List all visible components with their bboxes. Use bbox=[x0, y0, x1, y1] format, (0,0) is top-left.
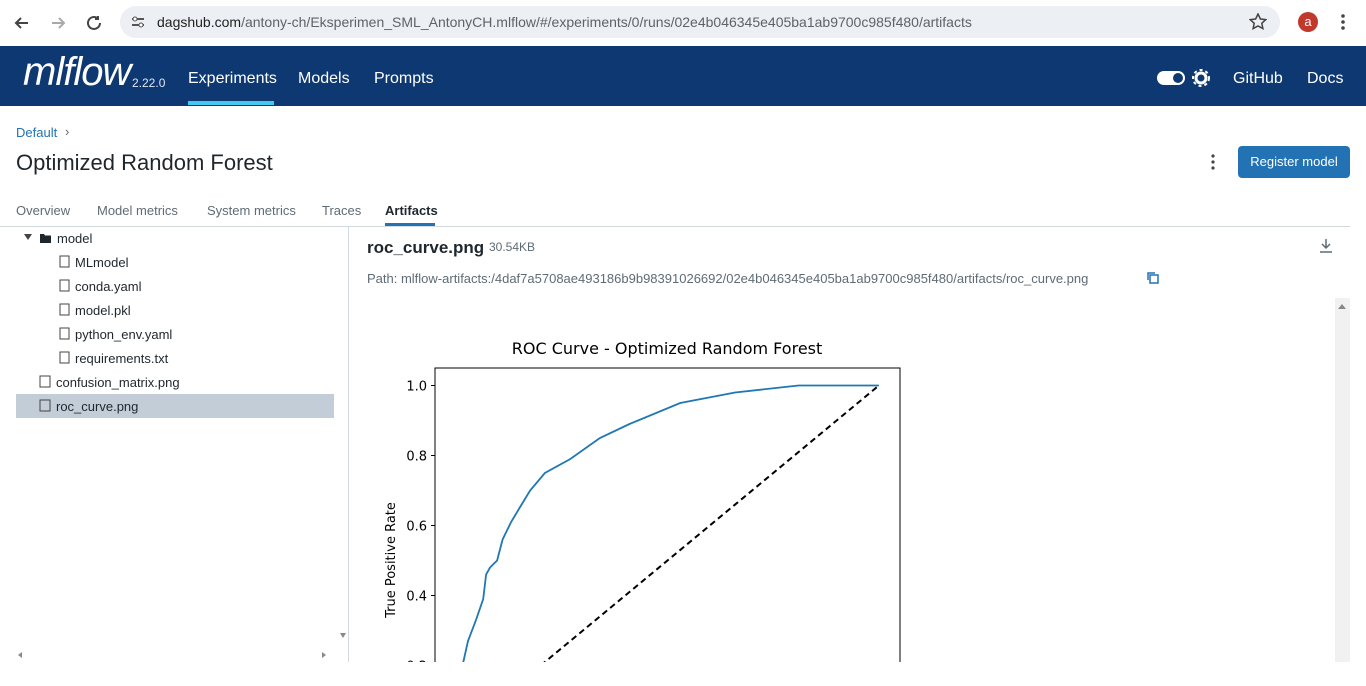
scrollbar[interactable] bbox=[1335, 298, 1350, 664]
tab-indicator bbox=[385, 223, 435, 226]
tree-file[interactable]: confusion_matrix.png bbox=[56, 375, 180, 390]
tree-file[interactable]: model.pkl bbox=[75, 303, 131, 318]
top-nav: mlflow 2.22.0 Experiments Models Prompts… bbox=[0, 46, 1366, 106]
download-icon[interactable] bbox=[1318, 238, 1334, 254]
browser-nav-icons bbox=[14, 15, 101, 30]
tab[interactable]: Model metrics bbox=[97, 203, 178, 218]
theme-toggle[interactable] bbox=[1156, 68, 1212, 88]
y-tick-label: 0.2 bbox=[406, 660, 427, 664]
bookmark-star[interactable] bbox=[1249, 13, 1267, 31]
y-tick-label: 0.6 bbox=[406, 520, 427, 535]
browser-bar: dagshub.com/antony-ch/Eksperimen_SML_Ant… bbox=[0, 0, 1366, 47]
panel-divider bbox=[348, 227, 349, 667]
file-size: 30.54KB bbox=[489, 240, 536, 254]
version: 2.22.0 bbox=[132, 76, 166, 90]
scroll-up[interactable] bbox=[1337, 302, 1347, 310]
tab[interactable]: Traces bbox=[322, 203, 362, 218]
breadcrumb[interactable]: Default bbox=[16, 125, 58, 140]
tree-file[interactable]: requirements.txt bbox=[75, 351, 169, 366]
tree-file[interactable]: roc_curve.png bbox=[56, 399, 139, 414]
file-name: roc_curve.png bbox=[367, 238, 485, 257]
y-tick-label: 0.8 bbox=[406, 450, 427, 465]
nav-link[interactable]: GitHub bbox=[1233, 70, 1283, 87]
plot-frame bbox=[434, 367, 901, 663]
address-bar[interactable]: dagshub.com/antony-ch/Eksperimen_SML_Ant… bbox=[120, 6, 1280, 38]
active-indicator bbox=[188, 101, 274, 105]
roc-line bbox=[542, 384, 880, 663]
tree-file[interactable]: python_env.yaml bbox=[75, 327, 173, 342]
nav-link[interactable]: Experiments bbox=[188, 70, 277, 87]
url-host: dagshub.com bbox=[157, 14, 242, 30]
chart-title: ROC Curve - Optimized Random Forest bbox=[512, 339, 823, 358]
file-path: Path: mlflow-artifacts:/4daf7a5708ae4931… bbox=[367, 271, 1089, 286]
profile-avatar[interactable]: a bbox=[1298, 12, 1318, 32]
y-tick-label: 1.0 bbox=[406, 380, 427, 395]
tab-active[interactable]: Artifacts bbox=[385, 203, 438, 218]
roc-line bbox=[462, 384, 879, 663]
browser-menu[interactable] bbox=[1338, 13, 1348, 33]
tab[interactable]: Overview bbox=[16, 203, 71, 218]
selected-row bbox=[16, 394, 334, 418]
url-text: dagshub.com/antony-ch/Eksperimen_SML_Ant… bbox=[157, 6, 972, 38]
tree-file[interactable]: MLmodel bbox=[75, 255, 129, 270]
bottom-strip bbox=[0, 662, 1366, 686]
site-info-icon bbox=[132, 16, 144, 28]
y-axis-label: True Positive Rate bbox=[384, 502, 399, 619]
tree-folder[interactable]: model bbox=[57, 231, 93, 246]
breadcrumb-separator: › bbox=[65, 124, 70, 139]
tab-divider bbox=[0, 226, 1350, 227]
url-path: /antony-ch/Eksperimen_SML_AntonyCH.mlflo… bbox=[241, 14, 972, 30]
copy-icon[interactable] bbox=[1146, 271, 1160, 285]
tab[interactable]: System metrics bbox=[207, 203, 296, 218]
logo[interactable]: mlflow bbox=[23, 50, 131, 94]
nav-link[interactable]: Docs bbox=[1307, 70, 1344, 87]
run-title: Optimized Random Forest bbox=[16, 150, 273, 175]
nav-link[interactable]: Models bbox=[298, 70, 350, 87]
y-tick-label: 0.4 bbox=[406, 590, 427, 605]
register-model-button[interactable]: Register model bbox=[1238, 146, 1350, 178]
nav-link[interactable]: Prompts bbox=[374, 70, 434, 87]
tree-file[interactable]: conda.yaml bbox=[75, 279, 142, 294]
tree-icons bbox=[18, 234, 346, 658]
more-menu[interactable] bbox=[1208, 153, 1218, 171]
roc-chart: ROC Curve - Optimized Random Forest True… bbox=[384, 339, 901, 664]
